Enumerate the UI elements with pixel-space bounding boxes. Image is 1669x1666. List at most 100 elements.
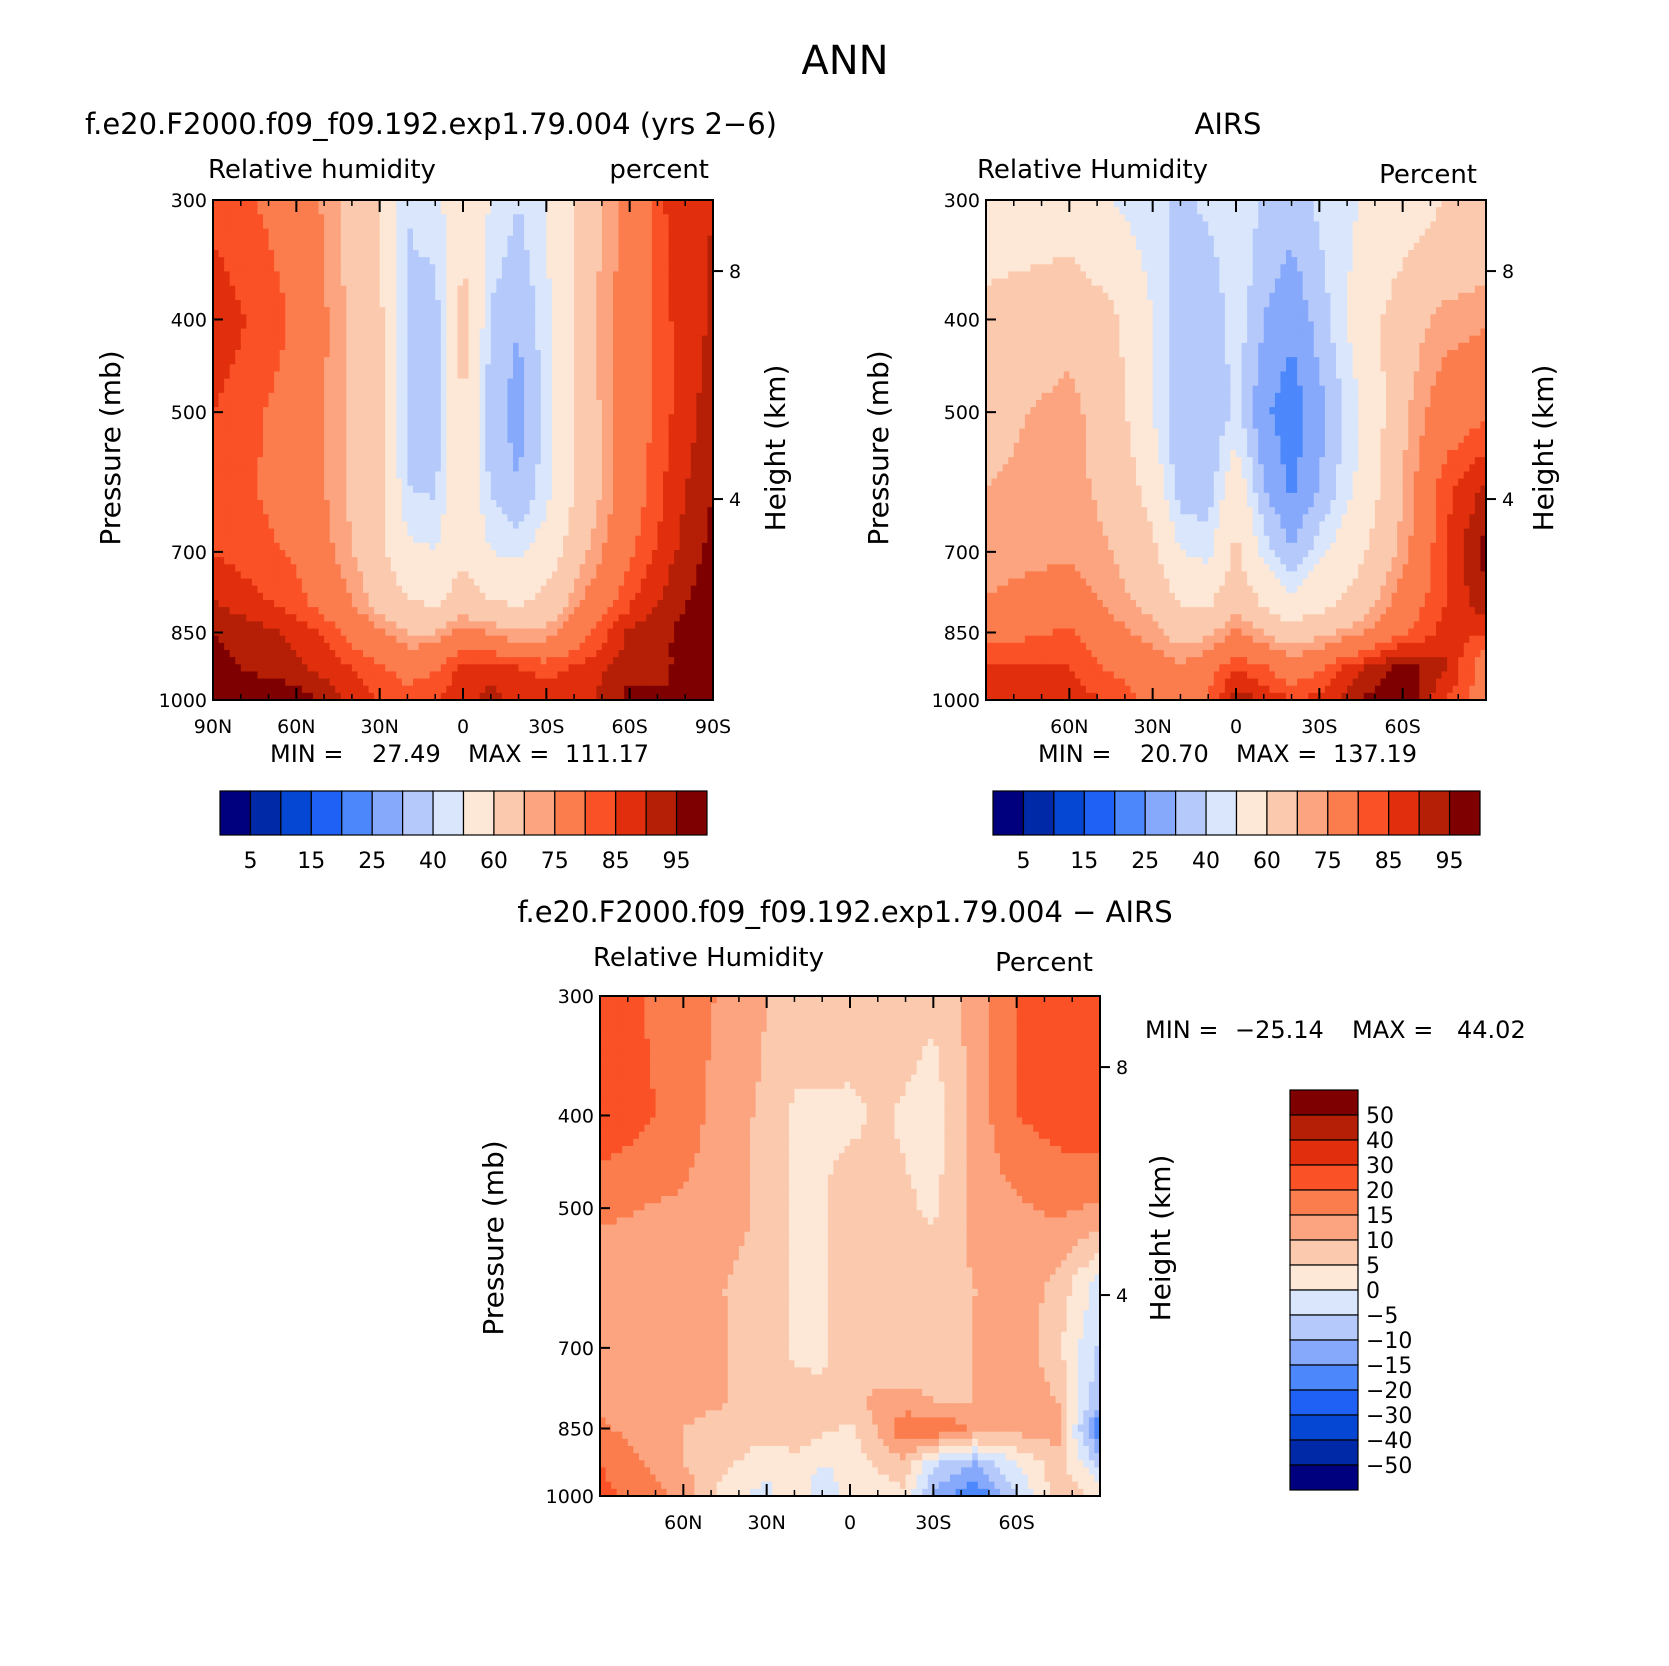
field-cell <box>518 314 525 323</box>
field-cell <box>307 464 314 473</box>
field-cell <box>346 335 353 344</box>
field-cell <box>679 457 686 465</box>
field-cell <box>501 257 509 265</box>
field-cell <box>546 450 553 458</box>
field-cell <box>224 542 231 551</box>
field-cell <box>324 357 331 365</box>
field-cell <box>457 242 464 251</box>
field-cell <box>429 407 436 415</box>
field-cell <box>257 450 264 458</box>
field-cell <box>468 407 475 415</box>
field-cell <box>363 385 370 394</box>
field-cell <box>696 342 703 351</box>
field-cell <box>524 221 531 230</box>
field-cell <box>407 200 414 208</box>
field-cell <box>463 328 470 337</box>
field-cell <box>446 528 453 537</box>
field-cell <box>707 207 714 215</box>
field-cell <box>524 442 531 451</box>
field-cell <box>324 207 331 215</box>
field-cell <box>446 228 453 237</box>
field-cell <box>401 514 409 523</box>
field-cell <box>485 300 492 308</box>
field-cell <box>218 507 225 515</box>
field-cell <box>424 207 431 215</box>
field-cell <box>279 492 286 501</box>
field-cell <box>429 392 436 401</box>
field-cell <box>579 450 586 458</box>
field-cell <box>624 264 631 273</box>
field-cell <box>279 392 286 401</box>
field-cell <box>563 464 570 473</box>
field-cell <box>385 414 392 423</box>
field-cell <box>474 471 481 480</box>
field-cell <box>518 585 525 594</box>
field-cell <box>368 528 375 537</box>
field-cell <box>501 542 509 551</box>
field-cell <box>385 385 392 394</box>
field-cell <box>224 442 231 451</box>
field-cell <box>451 250 459 258</box>
field-cell <box>663 492 670 501</box>
field-cell <box>357 228 364 237</box>
field-cell <box>613 271 620 280</box>
field-cell <box>651 207 659 215</box>
field-cell <box>551 292 559 301</box>
field-cell <box>707 542 714 551</box>
field-cell <box>701 257 709 265</box>
field-cell <box>290 364 297 373</box>
field-cell <box>413 492 420 501</box>
field-cell <box>685 528 692 537</box>
field-cell <box>451 507 459 515</box>
field-cell <box>457 342 464 351</box>
field-cell <box>396 221 403 230</box>
field-cell <box>374 228 381 237</box>
field-cell <box>696 357 703 365</box>
field-cell <box>657 521 664 530</box>
field-cell <box>585 435 592 444</box>
field-cell <box>613 285 620 294</box>
field-cell <box>651 285 659 294</box>
field-cell <box>307 435 314 444</box>
field-cell <box>657 550 664 558</box>
field-cell <box>307 335 314 344</box>
field-cell <box>396 328 403 337</box>
field-cell <box>363 492 370 501</box>
field-cell <box>618 428 625 437</box>
field-cell <box>318 242 325 251</box>
field-cell <box>690 378 697 387</box>
field-cell <box>229 471 236 480</box>
field-cell <box>601 407 609 415</box>
field-cell <box>596 228 603 237</box>
field-cell <box>557 528 564 537</box>
field-cell <box>607 278 614 287</box>
field-cell <box>213 214 220 223</box>
field-cell <box>479 528 486 537</box>
field-cell <box>407 457 414 465</box>
field-cell <box>540 328 547 337</box>
field-cell <box>424 550 431 558</box>
field-cell <box>301 214 309 223</box>
field-cell <box>529 221 536 230</box>
field-cell <box>257 357 264 365</box>
field-cell <box>568 428 575 437</box>
field-cell <box>501 464 509 473</box>
field-cell <box>546 335 553 344</box>
field-cell <box>257 264 264 273</box>
field-cell <box>501 421 509 430</box>
field-cell <box>640 307 647 315</box>
field-cell <box>435 285 442 294</box>
field-cell <box>557 478 564 487</box>
field-cell <box>446 514 453 523</box>
field-cell <box>563 328 570 337</box>
field-cell <box>263 350 270 358</box>
field-cell <box>429 371 436 380</box>
field-cell <box>496 364 503 373</box>
field-cell <box>529 392 536 401</box>
field-cell <box>268 242 275 251</box>
field-cell <box>429 550 436 558</box>
field-cell <box>224 314 231 323</box>
field-cell <box>613 292 620 301</box>
field-cell <box>374 392 381 401</box>
field-cell <box>668 471 675 480</box>
